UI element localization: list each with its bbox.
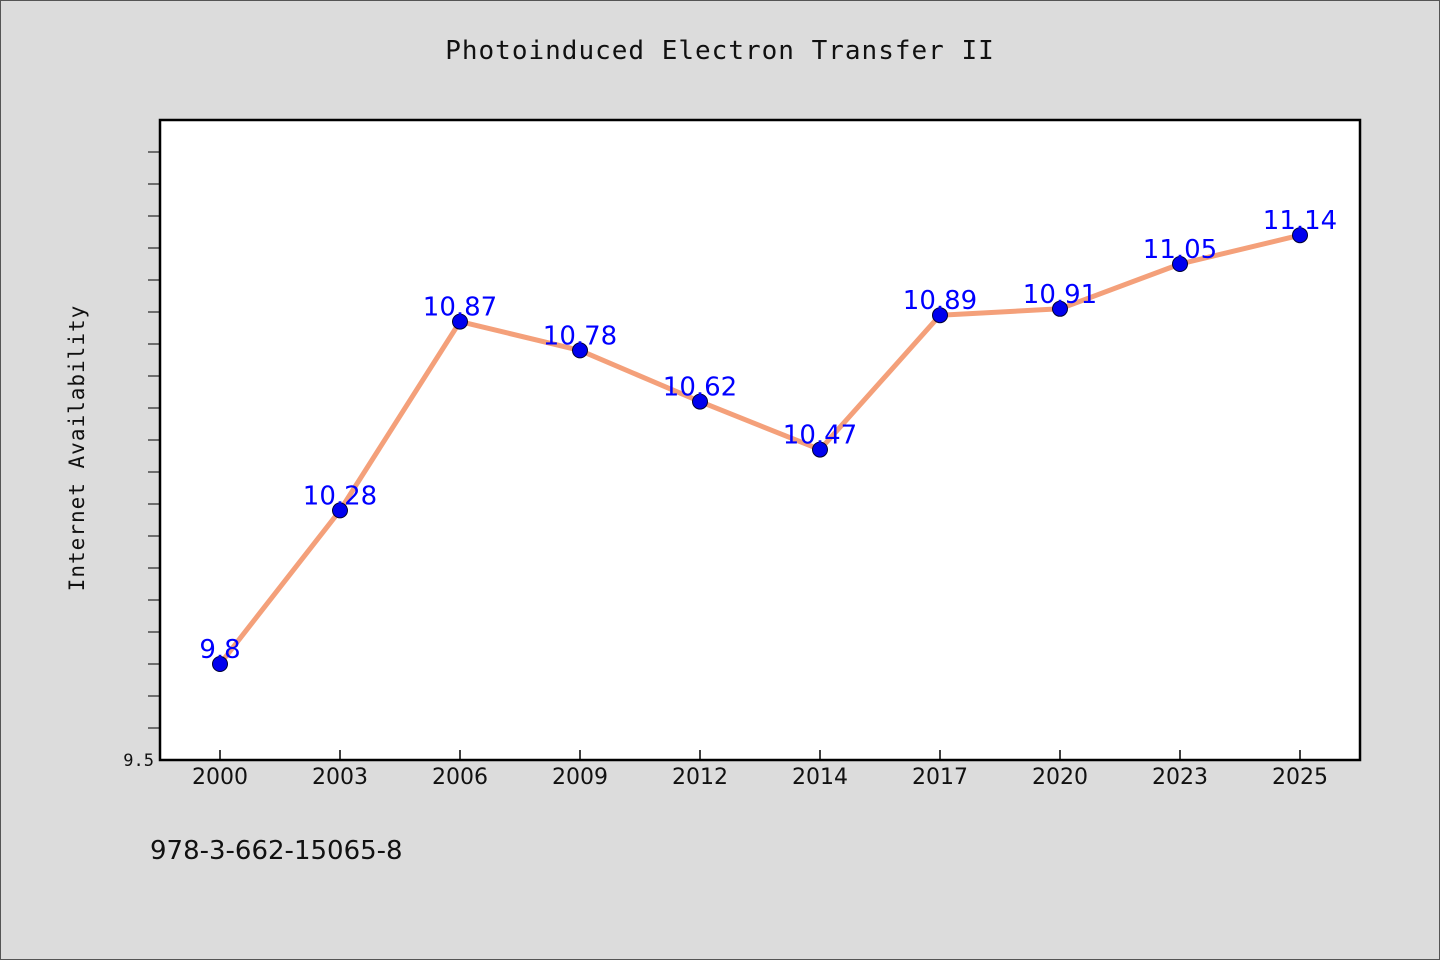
data-point — [1052, 300, 1068, 317]
x-tick-label: 2012 — [672, 765, 728, 790]
data-point — [572, 342, 588, 359]
x-tick-label: 2006 — [432, 765, 488, 790]
series-line — [217, 232, 1303, 667]
series-markers — [212, 227, 1308, 672]
x-tick-label: 2014 — [792, 765, 848, 790]
data-point — [932, 307, 948, 324]
data-label: 10.78 — [543, 321, 617, 351]
data-label: 11.05 — [1143, 235, 1217, 265]
data-labels: 9.8 10.28 10.87 10.78 10.62 10.47 10.89 10.91 11… — [199, 206, 1337, 665]
x-tick-label: 2017 — [912, 765, 968, 790]
data-label: 10.87 — [423, 293, 497, 323]
y-tick-label: 9.5 — [123, 751, 154, 771]
data-label: 10.47 — [783, 421, 857, 451]
data-point — [212, 656, 228, 672]
x-tick-label: 2009 — [552, 765, 608, 790]
data-label: 10.91 — [1023, 280, 1097, 310]
x-axis-ticks: 2000 2003 2006 2009 2012 2014 2017 2020 2023 2025 — [192, 750, 1328, 790]
data-label: 11.14 — [1263, 206, 1337, 236]
x-tick-label: 2025 — [1272, 765, 1328, 790]
data-label: 10.89 — [903, 286, 977, 316]
data-point — [1172, 256, 1188, 272]
data-label: 9.8 — [199, 635, 240, 665]
data-point — [812, 441, 828, 458]
data-label: 10.62 — [663, 373, 737, 403]
x-tick-label: 2000 — [192, 765, 248, 790]
x-tick-label: 2023 — [1152, 765, 1208, 790]
chart-title: Photoinduced Electron Transfer II — [445, 36, 995, 66]
y-axis-ticks: 9.5 — [123, 151, 160, 771]
plot-area — [158, 118, 1362, 762]
data-point — [332, 502, 348, 519]
isbn-text: 978-3-662-15065-8 — [150, 836, 403, 866]
x-tick-label: 2003 — [312, 765, 368, 790]
data-point — [1292, 227, 1308, 244]
x-tick-label: 2020 — [1032, 765, 1088, 790]
data-label: 10.28 — [303, 481, 377, 511]
data-point — [452, 313, 468, 330]
data-point — [692, 393, 708, 410]
